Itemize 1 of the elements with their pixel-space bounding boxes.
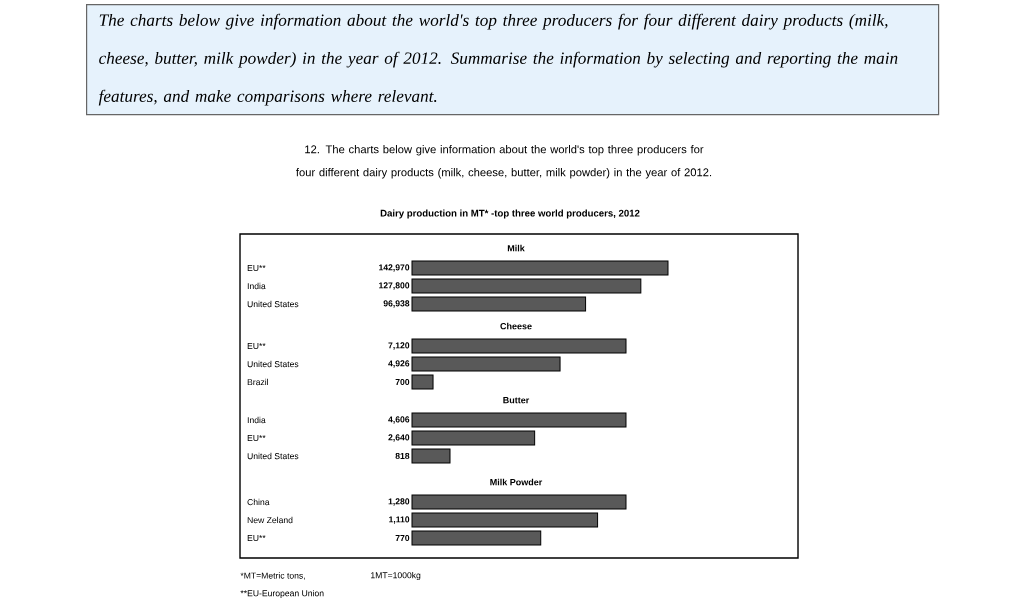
text: The charts below give information about the world's top three producers for four different dairy products (milk, cheese, butter, milk powder) in the year of 2012. Summarise the information by selecting and reporting the main features, and make comparisons where relevant. — [98, 13, 898, 106]
